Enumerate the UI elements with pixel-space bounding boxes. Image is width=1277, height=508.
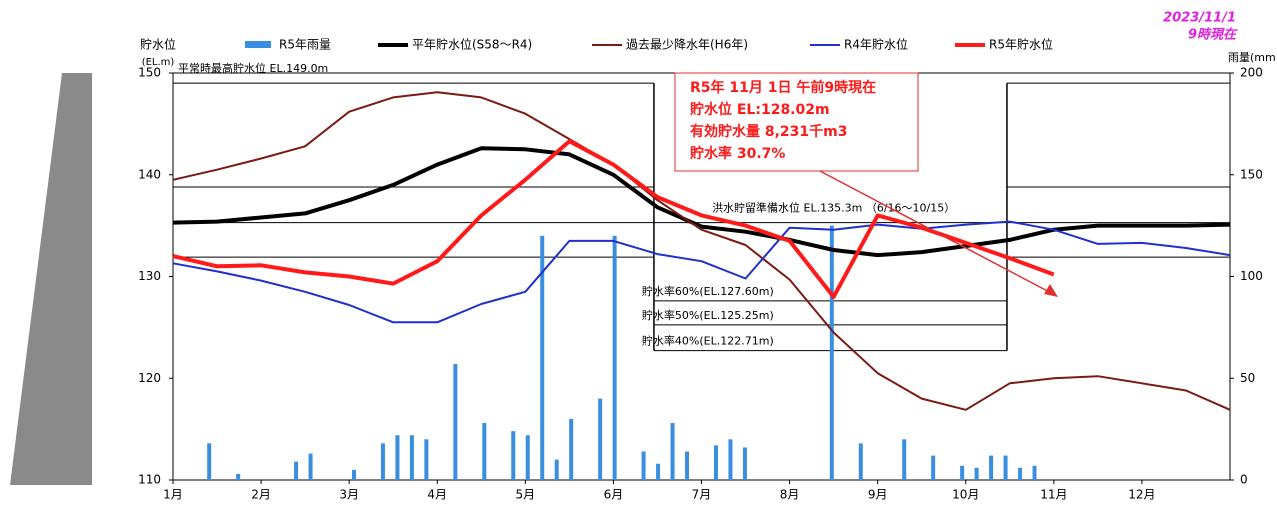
y2-tick-label: 200 <box>1240 66 1263 80</box>
x-tick-label: 7月 <box>692 488 712 502</box>
rain-bar <box>294 461 299 480</box>
x-tick-label: 8月 <box>780 488 800 502</box>
annotation-arrow <box>819 170 1056 296</box>
rain-bar <box>236 473 241 480</box>
rain-bar <box>569 418 574 480</box>
y2-tick-label: 50 <box>1240 371 1255 385</box>
annotation-text: 貯水率 30.7% <box>690 145 785 162</box>
annotation-text: 貯水位 EL:128.02m <box>690 101 830 118</box>
reference-label: 貯水率50%(EL.125.25m) <box>642 308 774 322</box>
series-line <box>172 220 1231 324</box>
x-tick-label: 1月 <box>163 488 183 502</box>
y2-tick-label: 0 <box>1240 473 1248 487</box>
rain-bar <box>829 225 834 480</box>
rain-bar <box>902 439 907 480</box>
rain-bar <box>974 467 979 480</box>
rain-bar <box>540 235 545 480</box>
annotation-text: R5年 11月 1日 午前9時現在 <box>690 79 876 96</box>
rain-bar <box>424 439 429 480</box>
rain-bar <box>685 451 690 480</box>
y-tick-label: 120 <box>138 371 161 385</box>
rain-bar <box>308 453 313 480</box>
annotation-text: 有効貯水量 8,231千m3 <box>690 123 848 140</box>
rain-bar <box>511 431 516 480</box>
reference-label-bg <box>640 283 775 298</box>
rain-bar <box>525 435 530 480</box>
x-tick-label: 3月 <box>339 488 359 502</box>
timestamp-time: 9時現在 <box>1188 27 1238 43</box>
rain-bar <box>409 435 414 480</box>
y-tick-label: 130 <box>138 269 161 283</box>
x-tick-label: 10月 <box>952 488 979 502</box>
x-tick-label: 5月 <box>516 488 536 502</box>
rain-bar <box>713 445 718 480</box>
reference-label-bg <box>640 333 775 348</box>
y2-tick-label: 100 <box>1240 269 1263 283</box>
annotation-box <box>674 72 919 172</box>
rain-bar <box>453 364 458 480</box>
x-tick-label: 4月 <box>427 488 447 502</box>
rain-bar <box>641 451 646 480</box>
series-line <box>172 139 1055 299</box>
rain-bar <box>207 443 212 480</box>
rain-bar <box>931 455 936 480</box>
rain-bar <box>482 423 487 480</box>
series-line <box>172 91 1231 411</box>
x-tick-label: 9月 <box>868 488 888 502</box>
timestamp-date: 2023/11/1 <box>1163 11 1236 26</box>
rain-bar <box>670 423 675 480</box>
y-tick-label: 110 <box>138 473 161 487</box>
y2-axis-title: 雨量(mm <box>1228 51 1276 64</box>
y2-tick-label: 150 <box>1240 167 1263 181</box>
rain-bar <box>598 398 603 480</box>
rain-bar <box>742 447 747 480</box>
rain-bar <box>380 443 385 480</box>
arrow-head <box>1044 284 1058 297</box>
rain-bar <box>728 439 733 480</box>
rain-bar <box>612 235 617 480</box>
rain-bar <box>1018 467 1023 480</box>
rain-bar <box>960 465 965 480</box>
reference-label-bg <box>640 307 775 322</box>
y-tick-label: 140 <box>138 167 161 181</box>
rain-bar <box>1003 455 1008 480</box>
legend-label: R4年貯水位 <box>844 37 908 52</box>
x-tick-label: 11月 <box>1040 488 1067 502</box>
rain-bar <box>989 455 994 480</box>
legend-label: 平年貯水位(S58〜R4) <box>412 37 532 52</box>
y-axis-unit: (EL.m) <box>142 57 175 68</box>
legend-label: R5年貯水位 <box>989 37 1053 52</box>
dam-shape <box>10 73 92 485</box>
x-tick-label: 12月 <box>1128 488 1155 502</box>
reference-label: 貯水率60%(EL.127.60m) <box>642 284 774 298</box>
rain-bar <box>1032 465 1037 480</box>
rain-bar <box>351 469 356 480</box>
legend-label: 過去最少降水年(H6年) <box>626 38 748 52</box>
x-tick-label: 2月 <box>251 488 271 502</box>
x-tick-label: 6月 <box>604 488 624 502</box>
legend-label: R5年雨量 <box>279 38 331 52</box>
rain-bar <box>858 443 863 480</box>
rain-bar <box>395 435 400 480</box>
reference-label: 平常時最高貯水位 EL.149.0m <box>178 61 328 75</box>
y-tick-label: 150 <box>138 66 161 80</box>
y-axis-title: 貯水位 <box>140 37 176 52</box>
reference-label: 貯水率40%(EL.122.71m) <box>642 334 774 348</box>
reference-label: 洪水貯留準備水位 EL.135.3m （6/16〜10/15） <box>712 201 955 215</box>
rain-bar <box>656 463 661 480</box>
rain-bar <box>554 459 559 480</box>
legend-swatch <box>245 41 271 48</box>
